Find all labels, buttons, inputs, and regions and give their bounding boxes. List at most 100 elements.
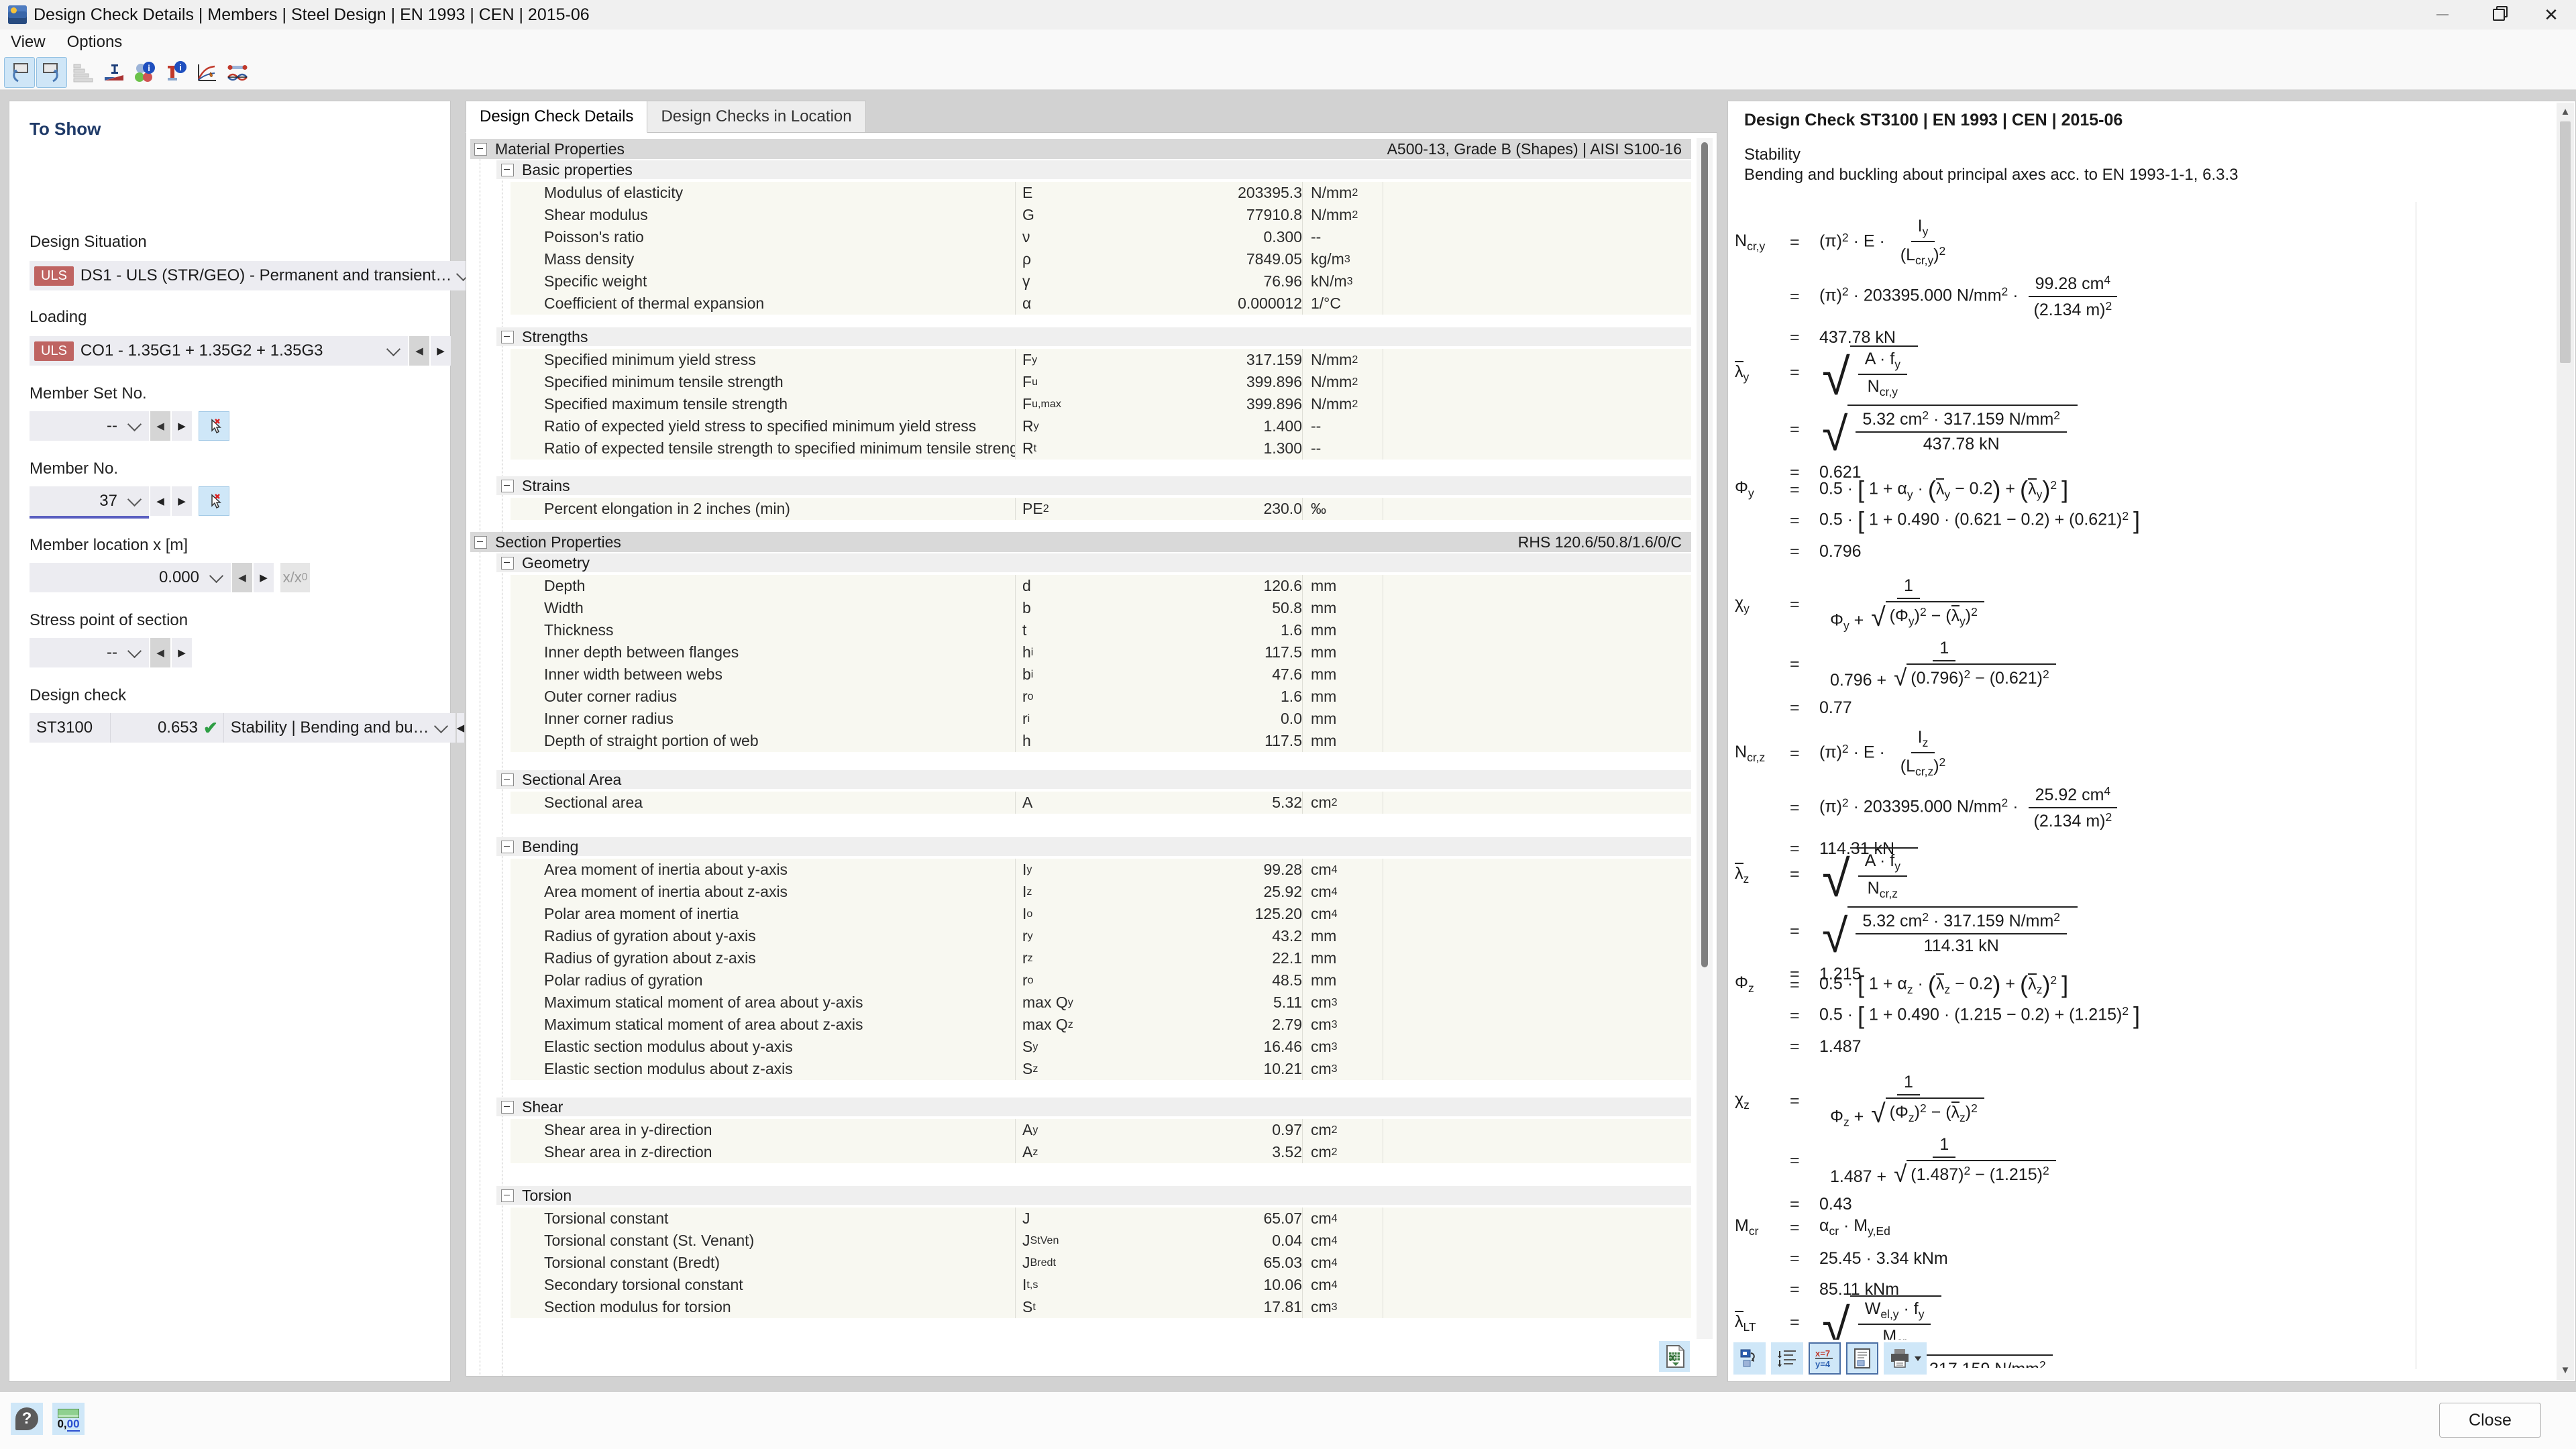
table-row[interactable]: Specific weight γ 76.96 kN/m 3 <box>511 270 1691 292</box>
expand-list-button[interactable] <box>1771 1342 1803 1375</box>
member-set-pick-button[interactable] <box>199 411 229 441</box>
collapse-icon[interactable] <box>501 1100 514 1114</box>
jump-back-button[interactable] <box>4 56 35 88</box>
design-check-prev-button[interactable]: ◀ <box>456 713 465 743</box>
table-row[interactable]: Modulus of elasticity E 203395.3 N/mm 2 <box>511 182 1691 204</box>
loading-select[interactable]: ULS CO1 - 1.35G1 + 1.35G2 + 1.35G3 <box>30 336 408 366</box>
scrollbar-thumb[interactable] <box>2560 121 2571 363</box>
section-info-button[interactable]: i <box>161 58 191 87</box>
export-to-excel-button[interactable]: X <box>1659 1341 1690 1372</box>
relative-location-toggle[interactable]: x/x 0 <box>280 563 310 592</box>
collapse-icon[interactable] <box>501 773 514 786</box>
subsection-header[interactable]: Strains <box>496 476 1691 495</box>
table-row[interactable]: Outer corner radius r o 1.6 mm <box>511 686 1691 708</box>
collapse-icon[interactable] <box>501 163 514 176</box>
subsection-header[interactable]: Torsion <box>496 1186 1691 1205</box>
stress-point-next-button[interactable]: ▶ <box>172 638 192 667</box>
report-view-button[interactable] <box>1846 1342 1878 1375</box>
help-button[interactable]: ? <box>11 1403 43 1435</box>
table-row[interactable]: Inner depth between flanges h i 117.5 mm <box>511 641 1691 663</box>
jump-forward-button[interactable] <box>36 56 67 88</box>
menu-options[interactable]: Options <box>66 33 123 51</box>
table-row[interactable]: Mass density ρ 7849.05 kg/m 3 <box>511 248 1691 270</box>
table-row[interactable]: Radius of gyration about y-axis r y 43.2 mm <box>511 925 1691 947</box>
print-button[interactable] <box>1884 1342 1927 1375</box>
formula-scrollbar[interactable]: ▲ ▼ <box>2557 103 2574 1380</box>
table-row[interactable]: Depth d 120.6 mm <box>511 575 1691 597</box>
member-no-next-button[interactable]: ▶ <box>172 486 192 516</box>
table-row[interactable]: Depth of straight portion of web h 117.5 mm <box>511 730 1691 752</box>
subsection-header[interactable]: Shear <box>496 1097 1691 1116</box>
member-set-next-button[interactable]: ▶ <box>172 411 192 441</box>
collapse-icon[interactable] <box>501 479 514 492</box>
result-bars-button[interactable] <box>68 58 98 87</box>
member-set-prev-button[interactable]: ◀ <box>150 411 170 441</box>
member-location-select[interactable]: 0.000 <box>30 563 231 592</box>
member-location-prev-button[interactable]: ◀ <box>232 563 252 592</box>
collapse-icon[interactable] <box>501 1189 514 1202</box>
design-situation-select[interactable]: ULS DS1 - ULS (STR/GEO) - Permanent and … <box>30 261 478 290</box>
section-header[interactable]: Section Properties RHS 120.6/50.8/1.6/0/C <box>470 532 1691 552</box>
loading-prev-button[interactable]: ◀ <box>409 336 429 366</box>
subsection-header[interactable]: Bending <box>496 837 1691 856</box>
design-check-select[interactable]: ST3100 0.653 ✔ Stability | Bending and b… <box>30 713 455 743</box>
transfer-values-button[interactable] <box>1733 1342 1766 1375</box>
table-row[interactable]: Torsional constant (St. Venant) J StVen 0.0… <box>511 1230 1691 1252</box>
table-row[interactable]: Polar radius of gyration r o 48.5 mm <box>511 969 1691 991</box>
member-no-pick-button[interactable] <box>199 486 229 516</box>
collapse-icon[interactable] <box>501 556 514 570</box>
close-button[interactable]: Close <box>2439 1403 2541 1438</box>
subsection-header[interactable]: Sectional Area <box>496 770 1691 789</box>
table-row[interactable]: Coefficient of thermal expansion α 0.00001… <box>511 292 1691 315</box>
table-row[interactable]: Radius of gyration about z-axis r z 22.1 mm <box>511 947 1691 969</box>
mode-shape-button[interactable] <box>223 58 252 87</box>
table-row[interactable]: Sectional area A 5.32 cm 2 <box>511 792 1691 814</box>
subsection-header[interactable]: Basic properties <box>496 160 1691 179</box>
table-scrollbar[interactable] <box>1697 138 1713 1339</box>
table-row[interactable]: Ratio of expected tensile strength to sp… <box>511 437 1691 460</box>
stress-point-diagram-button[interactable] <box>99 58 129 87</box>
table-row[interactable]: Maximum statical moment of area about y-… <box>511 991 1691 1014</box>
subsection-header[interactable]: Strengths <box>496 327 1691 346</box>
subsection-header[interactable]: Geometry <box>496 553 1691 572</box>
collapse-icon[interactable] <box>474 142 487 156</box>
minimize-button[interactable] <box>2422 0 2463 30</box>
table-row[interactable]: Torsional constant (Bredt) J Bredt 65.03 cm 4 <box>511 1252 1691 1274</box>
section-header[interactable]: Material Properties A500-13, Grade B (Sha… <box>470 139 1691 159</box>
table-row[interactable]: Shear modulus G 77910.8 N/mm 2 <box>511 204 1691 226</box>
stress-point-prev-button[interactable]: ◀ <box>150 638 170 667</box>
result-diagram-button[interactable] <box>192 58 221 87</box>
table-row[interactable]: Torsional constant J 65.07 cm 4 <box>511 1208 1691 1230</box>
member-no-select[interactable]: 37 <box>30 486 149 519</box>
collapse-icon[interactable] <box>501 840 514 853</box>
material-info-button[interactable]: i <box>130 58 160 87</box>
table-row[interactable]: Width b 50.8 mm <box>511 597 1691 619</box>
scroll-down-icon[interactable]: ▼ <box>2560 1364 2571 1376</box>
loading-next-button[interactable]: ▶ <box>431 336 451 366</box>
table-row[interactable]: Inner corner radius r i 0.0 mm <box>511 708 1691 730</box>
collapse-icon[interactable] <box>501 330 514 343</box>
collapse-icon[interactable] <box>474 535 487 549</box>
table-row[interactable]: Percent elongation in 2 inches (min) PE 2 2… <box>511 498 1691 520</box>
units-settings-button[interactable]: 0,00 <box>52 1403 85 1435</box>
scrollbar-thumb[interactable] <box>1701 142 1708 967</box>
menu-view[interactable]: View <box>11 33 46 51</box>
tab-design-checks-in-location[interactable]: Design Checks in Location <box>647 101 866 133</box>
table-row[interactable]: Thickness t 1.6 mm <box>511 619 1691 641</box>
member-location-next-button[interactable]: ▶ <box>254 563 274 592</box>
table-row[interactable]: Poisson's ratio ν 0.300 -- <box>511 226 1691 248</box>
restore-button[interactable] <box>2478 0 2520 30</box>
tab-design-check-details[interactable]: Design Check Details <box>466 101 648 133</box>
show-values-button[interactable]: x=7 y=4 <box>1809 1342 1841 1375</box>
table-row[interactable]: Maximum statical moment of area about z-… <box>511 1014 1691 1036</box>
